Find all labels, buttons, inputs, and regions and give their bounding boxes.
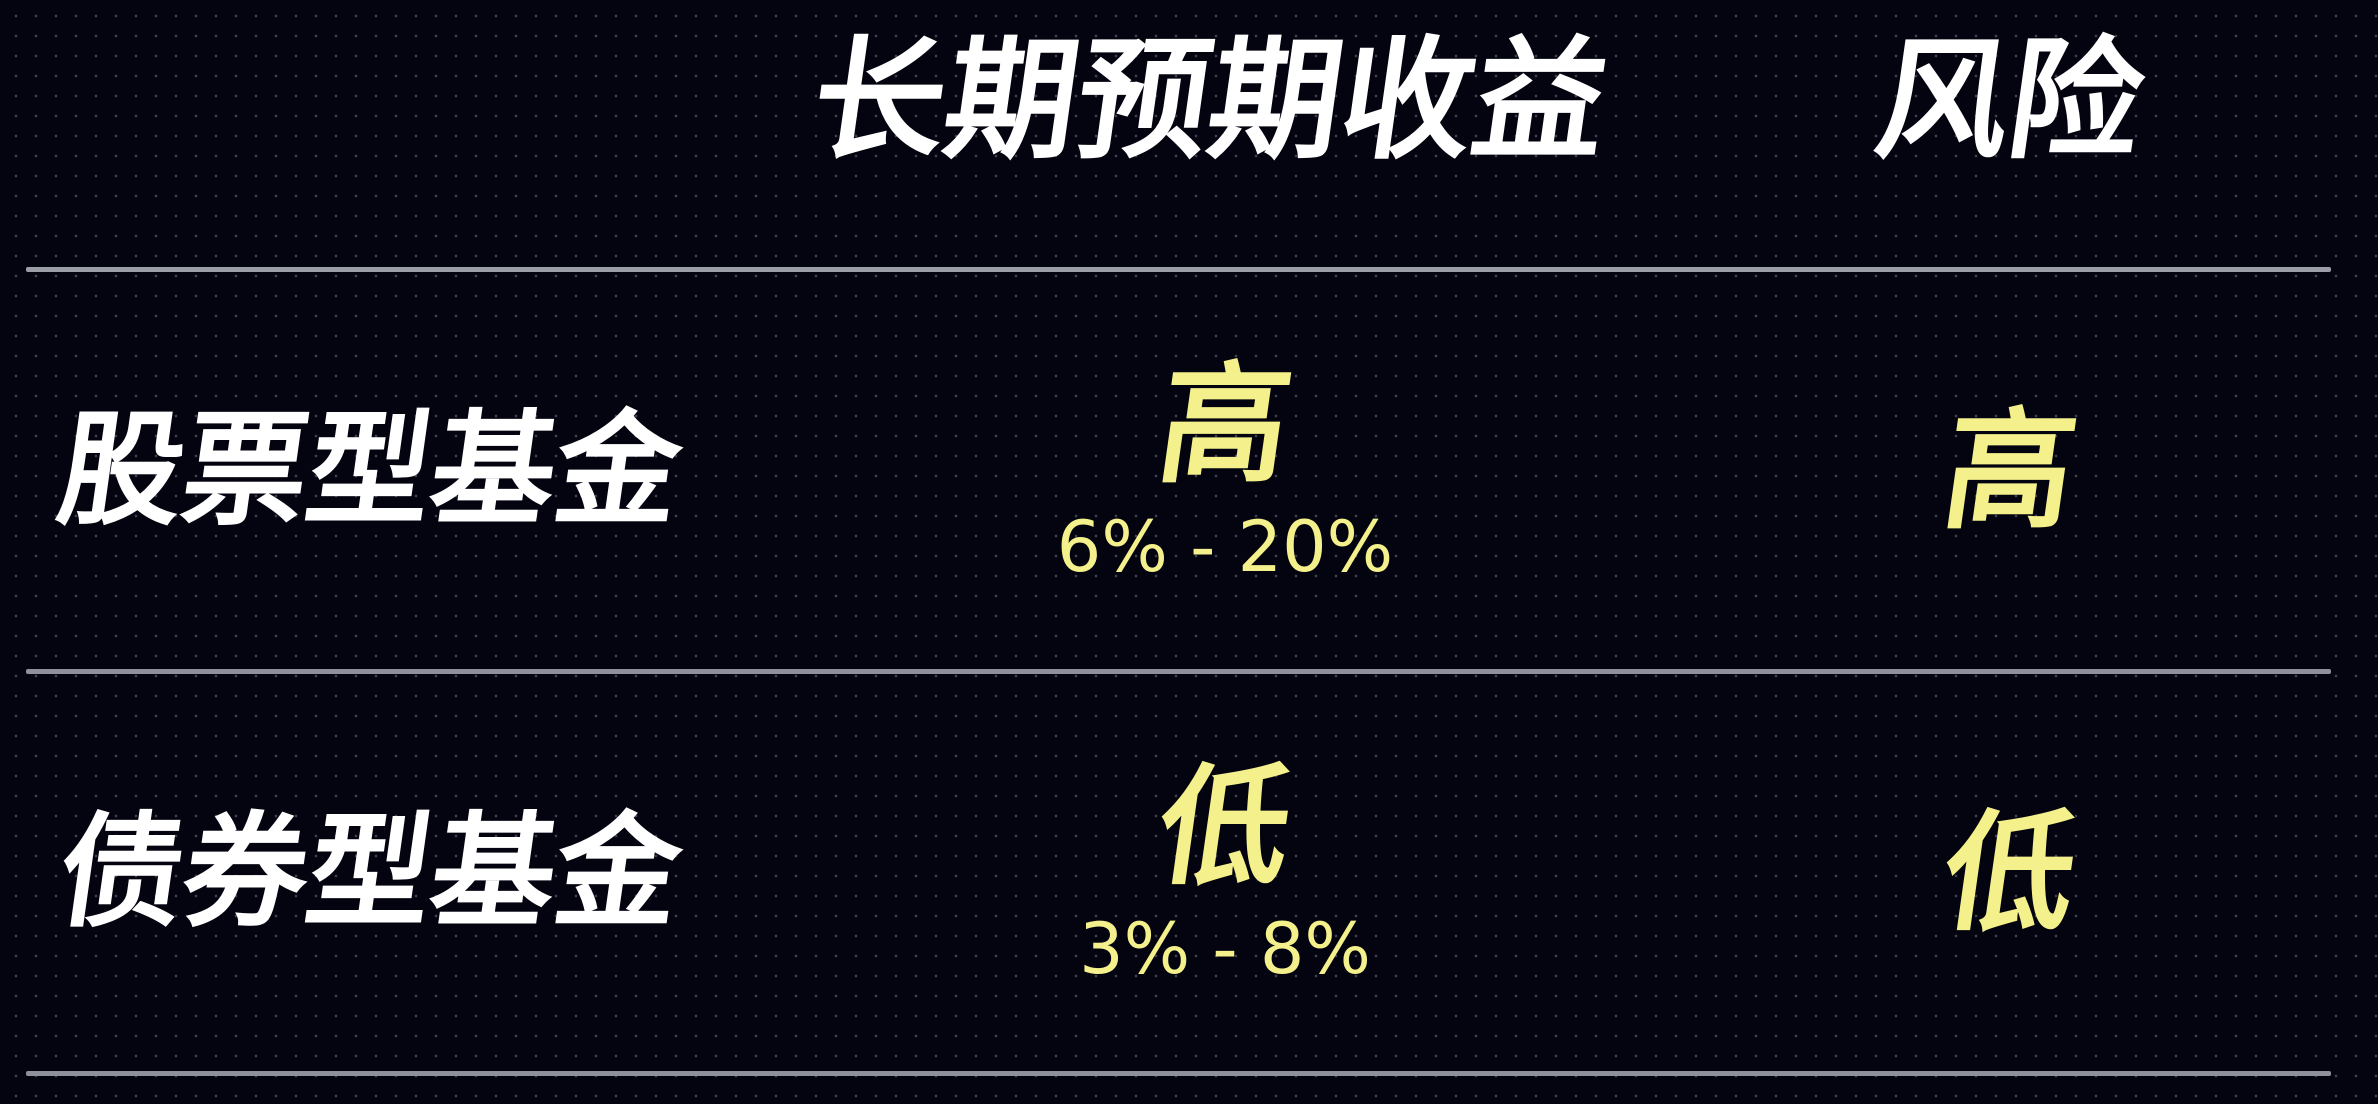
fund-name: 股票型基金 [49,398,691,543]
return-level: 高 [1149,348,1301,501]
risk-level: 低 [1934,796,2086,949]
return-range: 6% - 20% [1056,505,1394,588]
row-divider [26,669,2331,674]
column-header-risk: 风险 [1867,23,2153,178]
fund-name: 债券型基金 [49,800,691,945]
return-cell: 高 6% - 20% [900,272,1550,669]
table-row-stock-fund: 股票型基金 高 6% - 20% 高 [0,272,2378,669]
risk-level: 高 [1934,394,2086,547]
risk-cell: 高 [1820,272,2200,669]
bottom-divider [26,1071,2331,1076]
return-range: 3% - 8% [1079,907,1371,990]
return-cell: 低 3% - 8% [900,674,1550,1071]
return-level: 低 [1149,750,1301,903]
risk-cell: 低 [1820,674,2200,1071]
table-row-bond-fund: 债券型基金 低 3% - 8% 低 [0,674,2378,1071]
header-divider [26,267,2331,272]
column-header-long-term-returns: 长期预期收益 [803,23,1617,178]
